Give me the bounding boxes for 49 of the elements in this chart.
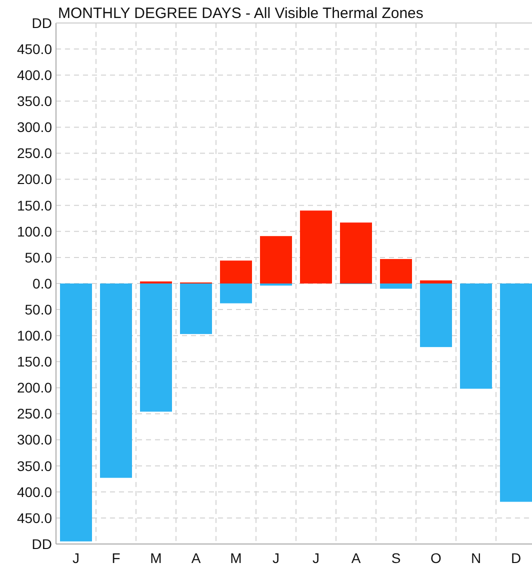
x-tick-label: A — [191, 550, 202, 566]
y-tick-label: 400.0 — [16, 67, 52, 83]
bar — [140, 284, 172, 412]
chart-title: MONTHLY DEGREE DAYS - All Visible Thermal Zones — [58, 5, 424, 22]
y-tick-label: 100.0 — [16, 328, 52, 344]
x-tick-label: M — [150, 550, 162, 566]
y-tick-label: 250.0 — [16, 145, 52, 162]
bar — [380, 259, 412, 284]
y-tick-label: 0.0 — [32, 275, 52, 292]
bar — [340, 222, 372, 284]
bar — [460, 284, 492, 389]
y-tick-label: 100.0 — [16, 223, 52, 240]
x-tick-label: A — [351, 550, 362, 566]
y-tick-label: 300.0 — [16, 119, 52, 136]
y-tick-label: 350.0 — [16, 93, 52, 110]
y-tick-label: 50.0 — [24, 301, 52, 318]
bar — [60, 284, 92, 542]
y-tick-label: 50.0 — [24, 249, 52, 266]
y-tick-label: 250.0 — [16, 406, 52, 422]
bar — [220, 284, 252, 304]
bar — [500, 284, 532, 502]
bar — [180, 284, 212, 334]
x-tick-label: S — [391, 550, 401, 566]
y-tick-label: DD — [32, 14, 52, 31]
bar — [300, 210, 332, 284]
x-tick-label: D — [510, 550, 522, 566]
x-tick-label: N — [470, 550, 482, 566]
bar — [420, 280, 452, 284]
bar — [420, 284, 452, 348]
x-tick-label: F — [112, 550, 120, 566]
y-tick-label: DD — [32, 536, 52, 552]
x-tick-label: J — [272, 550, 280, 566]
y-tick-label: 150.0 — [16, 197, 52, 214]
bar — [380, 284, 412, 289]
x-tick-label: J — [72, 550, 80, 566]
x-tick-label: M — [230, 550, 242, 566]
y-tick-label: 300.0 — [16, 432, 52, 448]
y-tick-label: 200.0 — [16, 171, 52, 188]
y-tick-label: 450.0 — [16, 510, 52, 526]
x-tick-label: O — [430, 550, 442, 566]
y-tick-label: 200.0 — [16, 380, 52, 396]
x-tick-label: J — [312, 550, 320, 566]
y-tick-label: 350.0 — [16, 458, 52, 474]
bar — [260, 236, 292, 284]
y-tick-label: 150.0 — [16, 354, 52, 370]
bar — [100, 284, 132, 478]
y-tick-label: 400.0 — [16, 484, 52, 500]
bar — [220, 260, 252, 284]
y-tick-label: 450.0 — [16, 40, 52, 57]
